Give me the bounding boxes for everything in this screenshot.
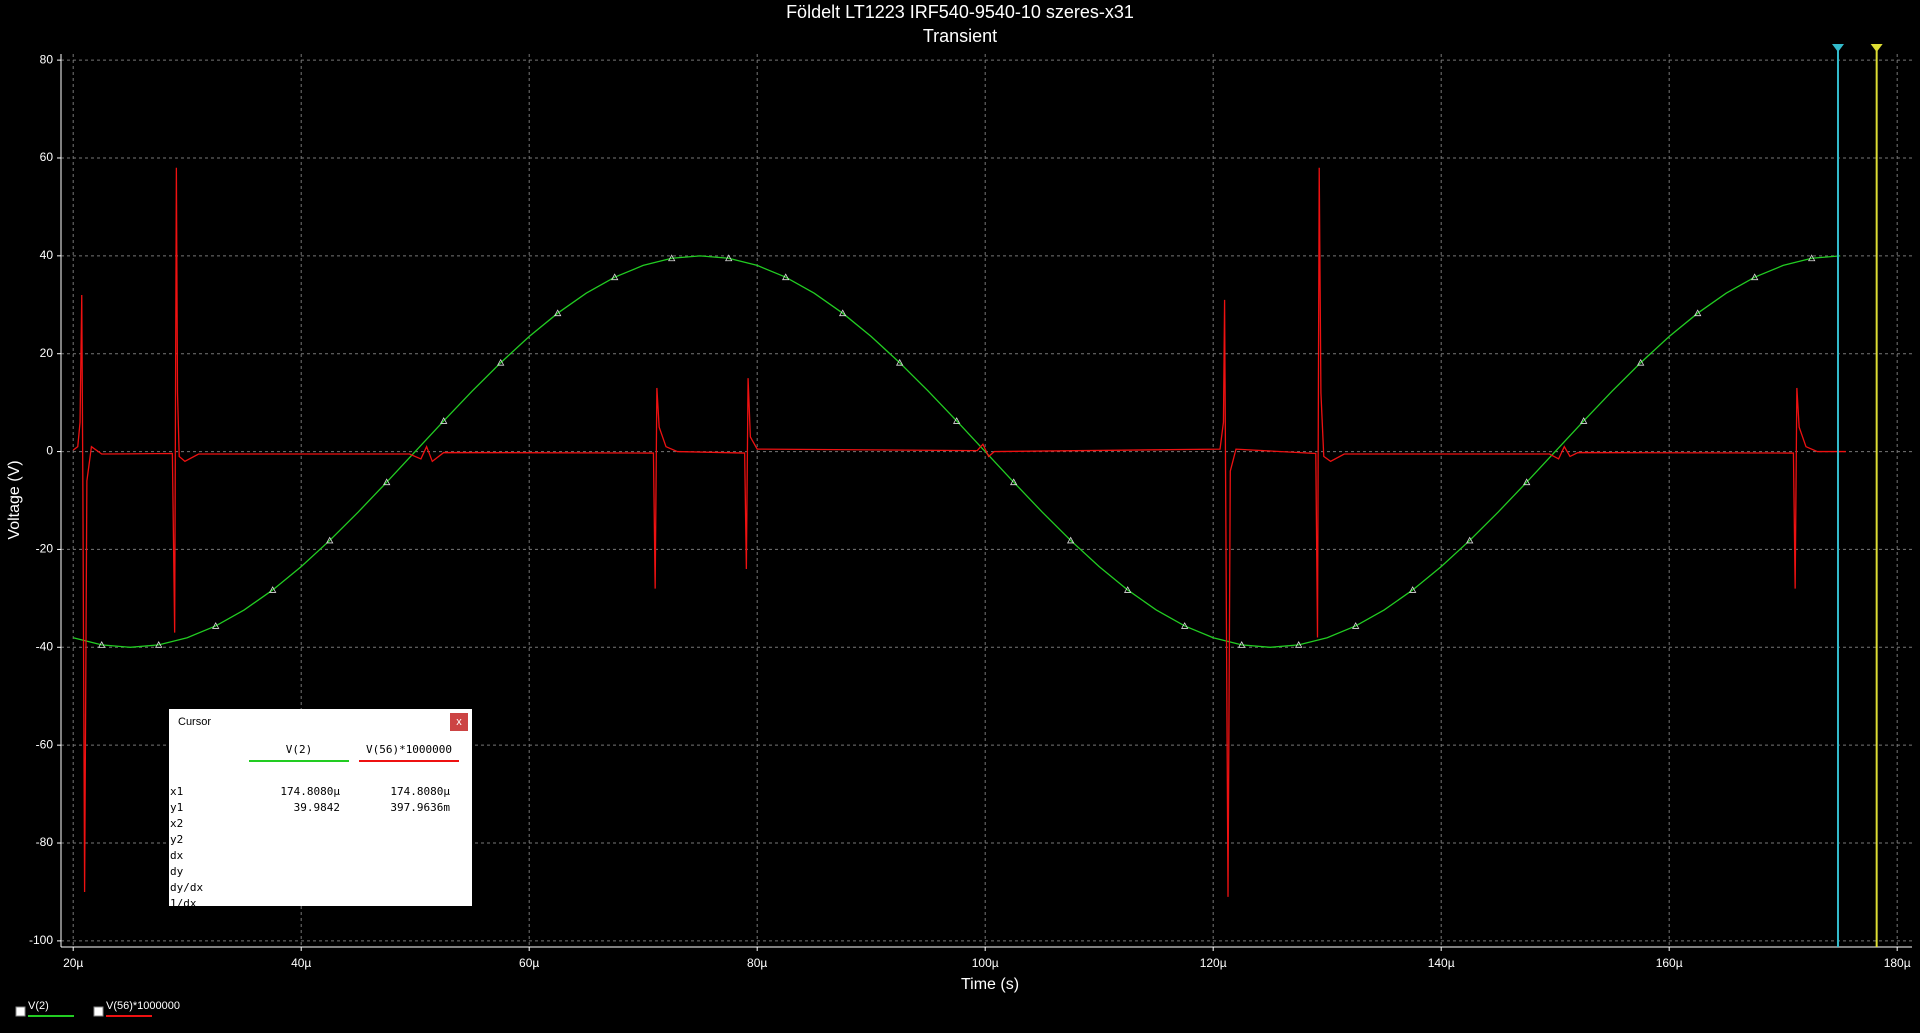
y-tick-label: -60 bbox=[36, 737, 54, 751]
panel-row: dy/dx bbox=[169, 880, 472, 896]
point-marker bbox=[896, 358, 904, 366]
y-axis-label: Voltage (V) bbox=[6, 460, 23, 539]
legend-checkbox bbox=[93, 1006, 104, 1017]
y-tick-label: -20 bbox=[36, 542, 54, 556]
point-marker bbox=[611, 273, 619, 281]
panel-row: dy bbox=[169, 864, 472, 880]
point-marker bbox=[1124, 586, 1132, 593]
y-tick-label: -100 bbox=[29, 933, 53, 947]
point-marker bbox=[212, 622, 220, 629]
series-line bbox=[73, 255, 1841, 648]
chart-subtitle: Transient bbox=[923, 26, 997, 46]
point-marker bbox=[269, 586, 277, 593]
point-marker bbox=[839, 309, 847, 317]
point-marker bbox=[1238, 641, 1246, 648]
point-marker bbox=[1295, 641, 1303, 648]
point-marker bbox=[440, 417, 448, 424]
y-tick-label: -40 bbox=[36, 639, 54, 653]
legend-label: V(56)*1000000 bbox=[106, 1000, 180, 1012]
point-marker bbox=[953, 417, 961, 424]
x-tick-label: 40µ bbox=[291, 956, 311, 970]
row-label: dx bbox=[170, 849, 184, 862]
point-marker bbox=[668, 254, 676, 262]
y-tick-label: 20 bbox=[40, 346, 54, 360]
cursor-panel: Cursor x V(2) V(56)*1000000 x1 174.8080µ 174… bbox=[169, 709, 472, 910]
row-value: 39.9842 bbox=[293, 801, 340, 814]
row-value: 397.9636m bbox=[390, 801, 450, 814]
point-marker bbox=[1010, 478, 1018, 486]
y-tick-label: 40 bbox=[40, 248, 54, 262]
x-tick-label: 60µ bbox=[519, 956, 539, 970]
x-tick-label: 180µ bbox=[1884, 956, 1911, 970]
point-marker bbox=[1067, 536, 1075, 544]
point-marker bbox=[1580, 417, 1588, 424]
row-label: x2 bbox=[170, 817, 184, 830]
point-marker bbox=[1523, 478, 1531, 486]
point-marker bbox=[1694, 309, 1702, 317]
x-tick-label: 140µ bbox=[1428, 956, 1455, 970]
row-value: 174.8080µ bbox=[280, 785, 340, 798]
row-label: y1 bbox=[170, 801, 184, 814]
point-marker bbox=[1466, 536, 1474, 544]
chart-title: Földelt LT1223 IRF540-9540-10 szeres-x31 bbox=[786, 2, 1134, 22]
close-button[interactable]: x bbox=[450, 713, 468, 731]
point-marker bbox=[1751, 273, 1759, 281]
x-tick-label: 120µ bbox=[1200, 956, 1227, 970]
row-label: dy/dx bbox=[170, 881, 204, 894]
legend-checkbox bbox=[15, 1006, 26, 1017]
panel-columns: V(2) V(56)*1000000 bbox=[249, 743, 472, 762]
point-marker bbox=[1181, 622, 1189, 629]
x-tick-label: 80µ bbox=[747, 956, 767, 970]
panel-header: Cursor x bbox=[169, 709, 472, 735]
panel-row: dx bbox=[169, 848, 472, 864]
x-tick-label: 100µ bbox=[972, 956, 999, 970]
point-marker bbox=[383, 478, 391, 486]
row-label: x1 bbox=[170, 785, 184, 798]
point-marker bbox=[1637, 358, 1645, 366]
column-header: V(2) bbox=[249, 743, 349, 762]
series-line bbox=[72, 167, 1846, 897]
cursor-handle[interactable] bbox=[1831, 44, 1844, 52]
panel-row: y1 39.9842 397.9636m bbox=[169, 800, 472, 816]
point-marker bbox=[1808, 254, 1816, 262]
panel-row: 1/dx bbox=[169, 896, 472, 912]
panel-rows: x1 174.8080µ 174.8080µ y1 39.9842 397.9636m x2… bbox=[169, 784, 472, 912]
y-tick-label: 60 bbox=[40, 150, 54, 164]
point-marker bbox=[326, 536, 334, 544]
point-marker bbox=[1409, 586, 1417, 593]
point-marker bbox=[782, 273, 790, 281]
column-header: V(56)*1000000 bbox=[359, 743, 459, 762]
panel-title: Cursor bbox=[178, 716, 212, 728]
legend-label: V(2) bbox=[28, 1000, 49, 1012]
panel-row: x1 174.8080µ 174.8080µ bbox=[169, 784, 472, 800]
panel-row: x2 bbox=[169, 816, 472, 832]
x-tick-label: 20µ bbox=[63, 956, 83, 970]
y-tick-label: 80 bbox=[40, 52, 54, 66]
row-value: 174.8080µ bbox=[390, 785, 450, 798]
point-marker bbox=[554, 309, 562, 317]
y-tick-label: -80 bbox=[36, 835, 54, 849]
point-marker bbox=[155, 641, 163, 648]
row-label: 1/dx bbox=[170, 897, 197, 910]
row-label: dy bbox=[170, 865, 184, 878]
cursor-handle[interactable] bbox=[1870, 44, 1883, 52]
x-tick-label: 160µ bbox=[1656, 956, 1683, 970]
row-label: y2 bbox=[170, 833, 184, 846]
point-marker bbox=[497, 358, 505, 366]
point-marker bbox=[725, 254, 733, 262]
panel-row: y2 bbox=[169, 832, 472, 848]
point-marker bbox=[1352, 622, 1360, 629]
x-axis-label: Time (s) bbox=[961, 976, 1019, 993]
point-marker bbox=[98, 641, 106, 648]
y-tick-label: 0 bbox=[46, 444, 53, 458]
